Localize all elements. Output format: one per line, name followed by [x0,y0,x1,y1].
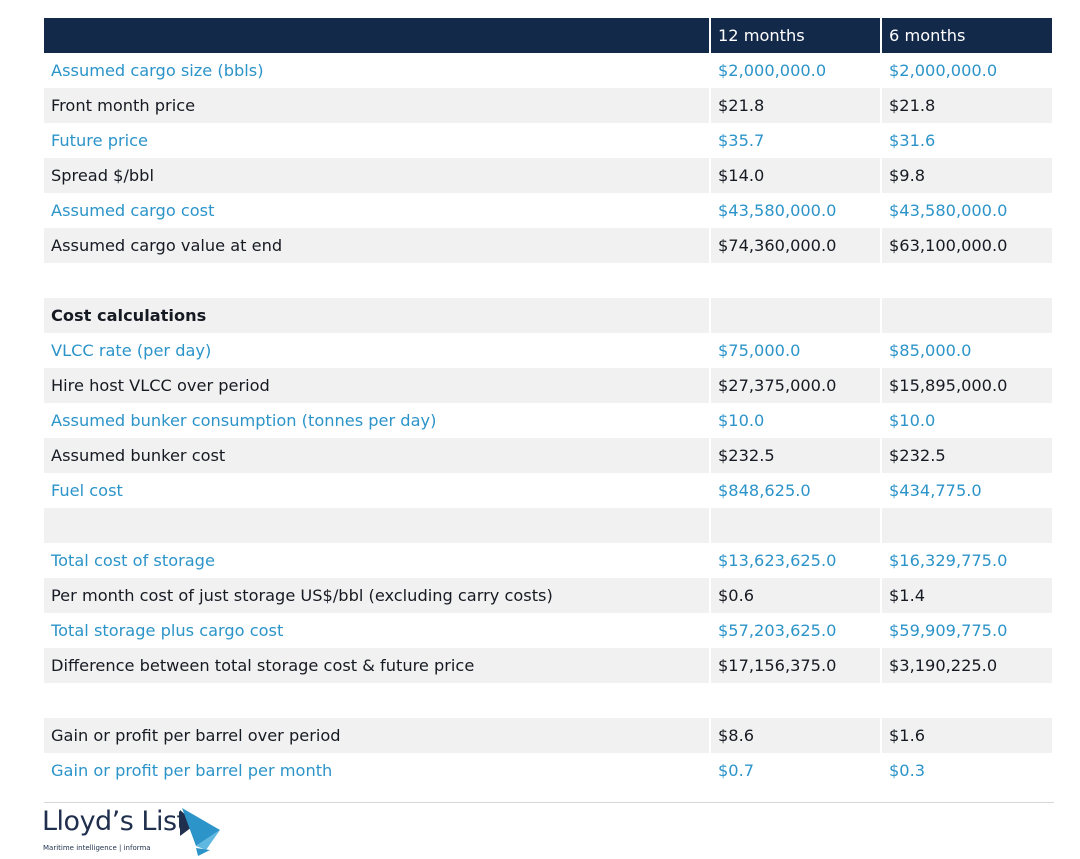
row-label: Spread $/bbl [44,158,710,193]
header-6-months: 6 months [880,18,1052,53]
header-label-cell [44,18,710,53]
value-12-months: $2,000,000.0 [709,53,881,88]
table-row: Hire host VLCC over period $27,375,000.0 $… [44,368,1052,403]
row-label: Total storage plus cargo cost [44,613,710,648]
table-row: Gain or profit per barrel over period $8.… [44,718,1052,753]
cost-table-container: 12 months 6 months Assumed cargo size (b… [44,18,1052,788]
row-label [44,683,710,718]
table-row: Future price $35.7 $31.6 [44,123,1052,158]
value-6-months [880,263,1052,298]
table-row: Assumed cargo cost $43,580,000.0 $43,580,0… [44,193,1052,228]
table-row: Per month cost of just storage US$/bbl (… [44,578,1052,613]
table-row: Assumed bunker consumption (tonnes per d… [44,403,1052,438]
footer-divider [44,802,1054,803]
value-6-months [880,298,1052,333]
spacer-row [44,683,1052,718]
row-label: Assumed cargo cost [44,193,710,228]
value-6-months: $3,190,225.0 [880,648,1052,683]
row-label: Future price [44,123,710,158]
table-row: Front month price $21.8 $21.8 [44,88,1052,123]
row-label: Assumed bunker cost [44,438,710,473]
row-label: Hire host VLCC over period [44,368,710,403]
logo-icon-tail-shape [196,848,210,856]
lloyds-list-logo: Lloyd’s List Maritime intelligence | inf… [42,804,242,858]
table-row: Assumed bunker cost $232.5 $232.5 [44,438,1052,473]
row-label: Total cost of storage [44,543,710,578]
row-label: Per month cost of just storage US$/bbl (… [44,578,710,613]
value-6-months: $0.3 [880,753,1052,788]
value-12-months: $21.8 [709,88,881,123]
value-6-months: $16,329,775.0 [880,543,1052,578]
value-12-months [709,263,881,298]
value-6-months: $2,000,000.0 [880,53,1052,88]
value-12-months: $848,625.0 [709,473,881,508]
value-12-months: $17,156,375.0 [709,648,881,683]
logo-wordmark: Lloyd’s List [42,806,187,837]
table-body: Assumed cargo size (bbls) $2,000,000.0 $2,… [44,53,1052,788]
value-6-months: $10.0 [880,403,1052,438]
row-label: VLCC rate (per day) [44,333,710,368]
table-row: Assumed cargo size (bbls) $2,000,000.0 $2,… [44,53,1052,88]
table-row: Gain or profit per barrel per month $0.7 $… [44,753,1052,788]
value-12-months [709,508,881,543]
value-6-months: $63,100,000.0 [880,228,1052,263]
row-label: Gain or profit per barrel per month [44,753,710,788]
value-12-months: $35.7 [709,123,881,158]
value-6-months: $434,775.0 [880,473,1052,508]
value-12-months: $10.0 [709,403,881,438]
value-12-months: $74,360,000.0 [709,228,881,263]
row-label: Assumed bunker consumption (tonnes per d… [44,403,710,438]
table-header-row: 12 months 6 months [44,18,1052,53]
row-label: Assumed cargo size (bbls) [44,53,710,88]
section-header-row: Cost calculations [44,298,1052,333]
value-12-months: $232.5 [709,438,881,473]
row-label: Front month price [44,88,710,123]
value-6-months: $1.6 [880,718,1052,753]
table-row: VLCC rate (per day) $75,000.0 $85,000.0 [44,333,1052,368]
value-12-months: $14.0 [709,158,881,193]
value-12-months: $27,375,000.0 [709,368,881,403]
value-6-months [880,683,1052,718]
spacer-row [44,508,1052,543]
row-label: Fuel cost [44,473,710,508]
value-12-months: $57,203,625.0 [709,613,881,648]
value-6-months: $1.4 [880,578,1052,613]
value-12-months: $75,000.0 [709,333,881,368]
row-label: Gain or profit per barrel over period [44,718,710,753]
row-label [44,263,710,298]
table-row: Difference between total storage cost & … [44,648,1052,683]
storage-cost-table: 12 months 6 months Assumed cargo size (b… [44,18,1052,788]
logo-icon-light-shape [196,830,220,850]
row-label: Assumed cargo value at end [44,228,710,263]
value-12-months: $0.6 [709,578,881,613]
header-12-months: 12 months [709,18,881,53]
table-row: Fuel cost $848,625.0 $434,775.0 [44,473,1052,508]
value-6-months: $15,895,000.0 [880,368,1052,403]
value-12-months: $13,623,625.0 [709,543,881,578]
row-label [44,508,710,543]
value-6-months: $21.8 [880,88,1052,123]
table-row: Total storage plus cargo cost $57,203,625… [44,613,1052,648]
value-12-months [709,298,881,333]
value-6-months: $232.5 [880,438,1052,473]
value-6-months: $59,909,775.0 [880,613,1052,648]
table-row: Spread $/bbl $14.0 $9.8 [44,158,1052,193]
value-12-months: $0.7 [709,753,881,788]
row-label: Cost calculations [44,298,710,333]
value-6-months: $31.6 [880,123,1052,158]
spacer-row [44,263,1052,298]
logo-play-icon [180,808,220,856]
value-12-months: $8.6 [709,718,881,753]
value-6-months: $9.8 [880,158,1052,193]
value-6-months: $43,580,000.0 [880,193,1052,228]
logo-tagline: Maritime intelligence | informa [43,844,151,852]
value-6-months: $85,000.0 [880,333,1052,368]
logo-icon-blue-shape [182,808,220,846]
table-row: Total cost of storage $13,623,625.0 $16,32… [44,543,1052,578]
table-row: Assumed cargo value at end $74,360,000.0 $… [44,228,1052,263]
value-6-months [880,508,1052,543]
value-12-months: $43,580,000.0 [709,193,881,228]
value-12-months [709,683,881,718]
row-label: Difference between total storage cost & … [44,648,710,683]
